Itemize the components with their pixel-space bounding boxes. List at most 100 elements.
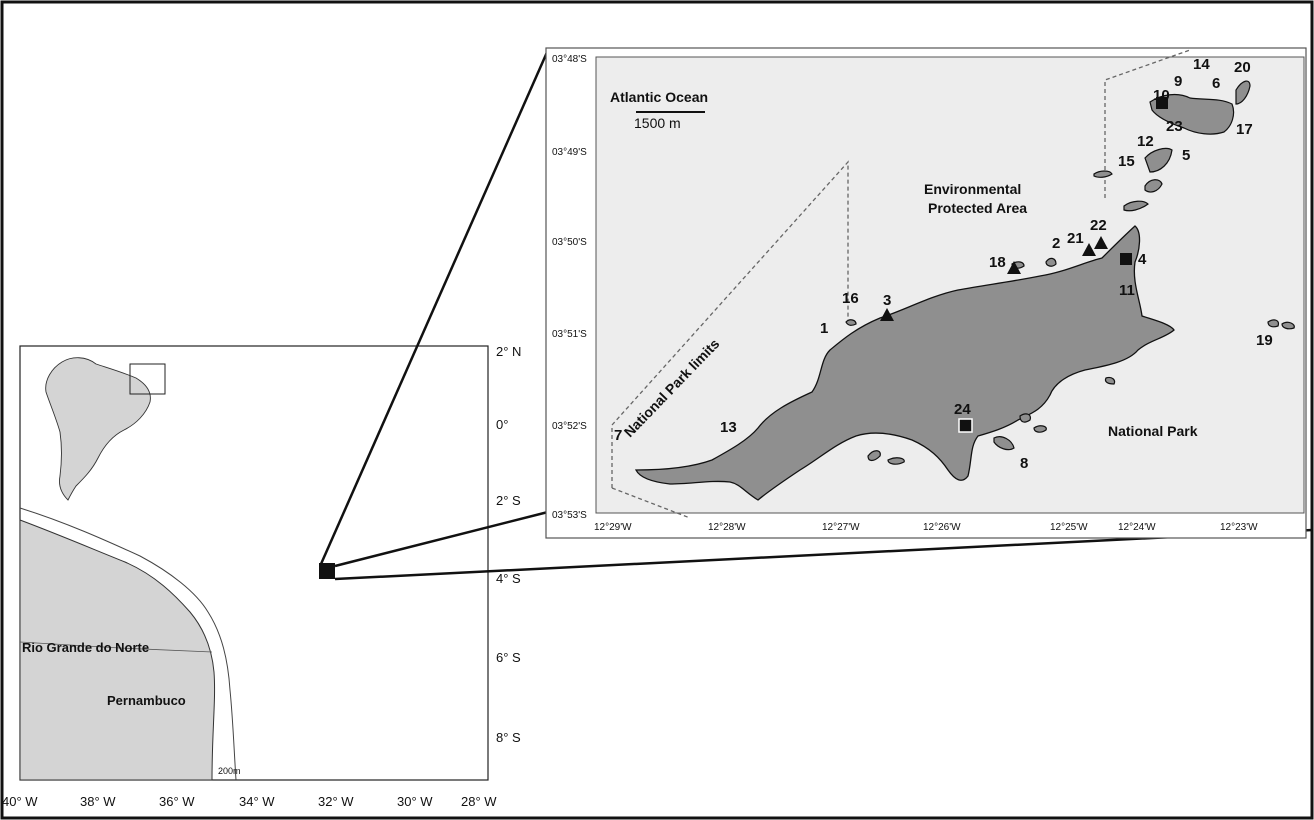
lat-tick-label: 03°49'S <box>552 147 587 158</box>
islet-19a <box>1267 319 1279 328</box>
overview-map: Rio Grande do Norte Pernambuco 200m 40° … <box>2 344 521 809</box>
islet-northeast <box>1149 93 1235 135</box>
isobath-label: 200m <box>218 766 241 776</box>
islet-small-a <box>1144 179 1163 193</box>
site-marker-square <box>958 418 973 433</box>
site-number: 7 <box>614 427 622 444</box>
site-number: 4 <box>1138 251 1147 268</box>
islet-east-a <box>1104 376 1116 385</box>
square-markers <box>958 97 1168 433</box>
lon-tick-label: 38° W <box>80 794 116 809</box>
islet-small-b <box>1123 200 1149 212</box>
islet-8b <box>1019 413 1031 423</box>
site-marker-square <box>1156 97 1168 109</box>
detail-lat-axis: 03°48'S 03°49'S 03°50'S 03°51'S 03°52'S … <box>552 54 587 521</box>
site-number: 20 <box>1234 59 1251 76</box>
small-islets <box>845 80 1295 465</box>
south-america-outline <box>45 357 151 501</box>
site-marker-triangle <box>1082 243 1096 256</box>
site-number: 6 <box>1212 75 1220 92</box>
site-marker-triangle <box>1007 261 1021 274</box>
lat-tick-label: 2° S <box>496 493 521 508</box>
ocean-label: Atlantic Ocean <box>610 89 708 105</box>
lat-tick-label: 6° S <box>496 650 521 665</box>
islet-19b <box>1281 321 1295 330</box>
lon-tick-label: 12°29'W <box>594 522 632 533</box>
lon-tick-label: 12°26'W <box>923 522 961 533</box>
site-marker-triangle <box>1094 236 1108 249</box>
scale-bar-label: 1500 m <box>634 115 681 131</box>
site-number: 18 <box>989 254 1006 271</box>
lat-tick-label: 2° N <box>496 344 521 359</box>
south-america-inset <box>45 357 166 501</box>
zone-label-protected-area: Protected Area <box>928 200 1027 216</box>
site-number: 16 <box>842 290 859 307</box>
islet-16 <box>845 319 857 326</box>
overview-lat-axis: 2° N 0° 2° S 4° S 6° S 8° S <box>496 344 521 745</box>
site-number: 21 <box>1067 230 1084 247</box>
park-limit-lines <box>611 49 1191 519</box>
site-number: 17 <box>1236 121 1253 138</box>
islet-8a <box>993 436 1015 451</box>
islet-small-c <box>1093 170 1113 178</box>
islet-south-b <box>887 457 905 465</box>
site-number: 13 <box>720 419 737 436</box>
lat-tick-label: 8° S <box>496 730 521 745</box>
islet-north-coast <box>1045 257 1057 267</box>
lat-tick-label: 03°50'S <box>552 237 587 248</box>
zone-label-national-park: National Park <box>1108 423 1198 439</box>
lon-tick-label: 32° W <box>318 794 354 809</box>
lon-tick-label: 12°25'W <box>1050 522 1088 533</box>
site-number: 9 <box>1174 73 1182 90</box>
lon-tick-label: 12°27'W <box>822 522 860 533</box>
study-area-marker <box>319 563 335 579</box>
state-label-rio-grande-do-norte: Rio Grande do Norte <box>22 640 149 655</box>
lon-tick-label: 28° W <box>461 794 497 809</box>
lat-tick-label: 03°48'S <box>552 54 587 65</box>
site-marker-square <box>1120 253 1132 265</box>
site-number-labels: 1 2 3 4 5 6 7 8 9 10 11 12 13 14 15 16 1… <box>614 56 1273 472</box>
lon-tick-label: 36° W <box>159 794 195 809</box>
islet-20 <box>1235 80 1251 105</box>
site-number: 15 <box>1118 153 1135 170</box>
lon-tick-label: 30° W <box>397 794 433 809</box>
site-number: 24 <box>954 401 971 418</box>
site-number: 14 <box>1193 56 1210 73</box>
islet-8c <box>1033 425 1047 433</box>
site-marker-triangle <box>880 308 894 321</box>
triangle-markers <box>880 236 1108 321</box>
state-label-pernambuco: Pernambuco <box>107 693 186 708</box>
site-number: 12 <box>1137 133 1154 150</box>
isobath-200m-line <box>19 507 237 781</box>
site-number: 3 <box>883 292 891 309</box>
state-border-line <box>19 641 213 653</box>
site-number: 11 <box>1119 282 1135 299</box>
site-number: 19 <box>1256 332 1273 349</box>
site-number: 22 <box>1090 217 1107 234</box>
lat-tick-label: 03°52'S <box>552 421 587 432</box>
site-number: 8 <box>1020 455 1028 472</box>
detail-map: 03°48'S 03°49'S 03°50'S 03°51'S 03°52'S … <box>545 47 1307 539</box>
zone-label-environmental: Environmental <box>924 181 1021 197</box>
site-number: 5 <box>1182 147 1190 164</box>
site-number: 2 <box>1052 235 1060 252</box>
site-number: 1 <box>820 320 828 337</box>
islet-15 <box>1144 147 1173 173</box>
site-number: 10 <box>1153 87 1170 104</box>
lat-tick-label: 4° S <box>496 571 521 586</box>
islet-south-a <box>867 450 881 462</box>
detail-lon-axis: 12°29'W 12°28'W 12°27'W 12°26'W 12°25'W … <box>594 522 1258 533</box>
lon-tick-label: 34° W <box>239 794 275 809</box>
main-island <box>634 225 1175 501</box>
overview-lon-axis: 40° W 38° W 36° W 34° W 32° W 30° W 28° … <box>2 794 497 809</box>
lat-tick-label: 0° <box>496 417 508 432</box>
lon-tick-label: 40° W <box>2 794 38 809</box>
brazil-coast-landmass <box>19 519 216 781</box>
lon-tick-label: 12°28'W <box>708 522 746 533</box>
lat-tick-label: 03°51'S <box>552 329 587 340</box>
lon-tick-label: 12°24'W <box>1118 522 1156 533</box>
lat-tick-label: 03°53'S <box>552 510 587 521</box>
lon-tick-label: 12°23'W <box>1220 522 1258 533</box>
inset-locator-box <box>129 363 166 395</box>
